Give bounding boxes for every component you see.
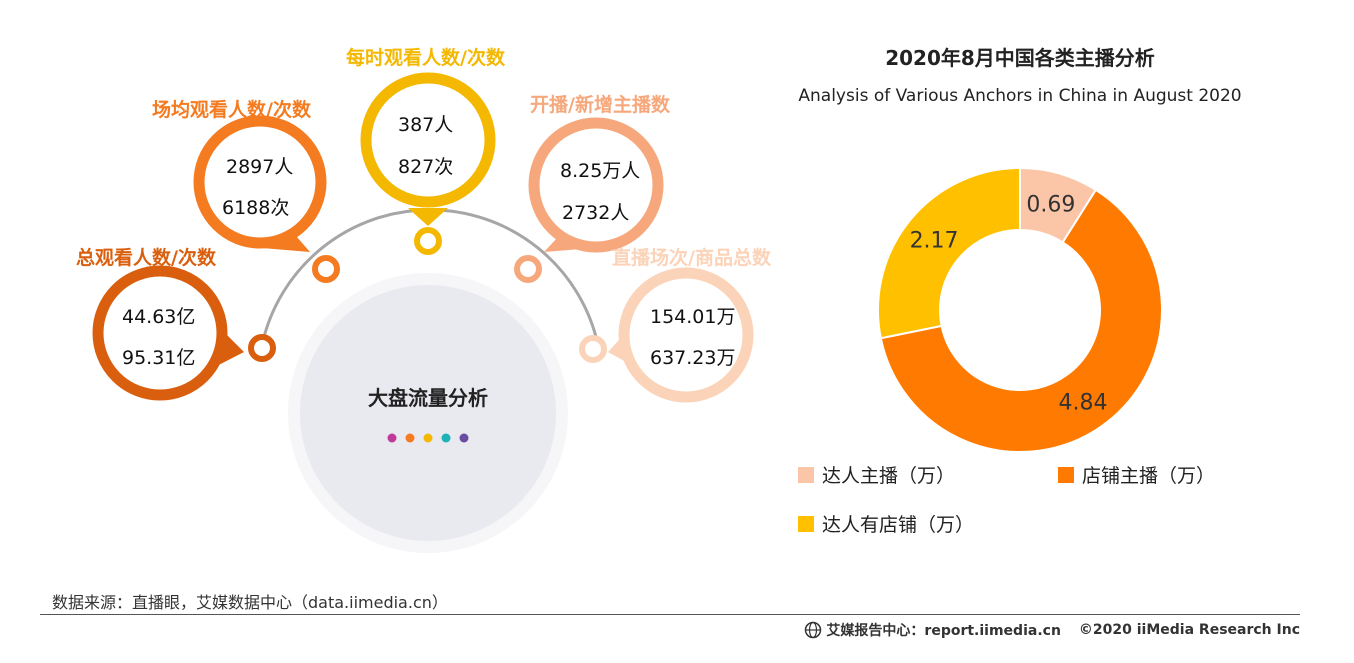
value-products: 637.23万 — [650, 347, 736, 369]
node-ring — [414, 227, 442, 255]
label-avg-views: 场均观看人数/次数 — [152, 99, 311, 121]
slice-data-label: 2.17 — [910, 229, 959, 254]
node-ring — [514, 255, 542, 283]
value-new-anchors: 2732人 — [562, 202, 630, 224]
node-ring — [579, 335, 607, 363]
legend-label: 店铺主播（万） — [1082, 465, 1216, 487]
value-live-sessions: 154.01万 — [650, 306, 736, 328]
donut-chart: 0.69 4.84 2.17 — [877, 166, 1163, 453]
node-ring — [248, 334, 276, 362]
legend-swatch — [1058, 466, 1074, 483]
bubble-hourly-views — [360, 72, 496, 255]
label-new-anchors: 开播/新增主播数 — [530, 94, 670, 116]
value-hourly-views: 827次 — [398, 156, 454, 178]
footer-credits: 艾媒报告中心：report.iimedia.cn ©2020 iiMedia R… — [804, 620, 1300, 640]
value-avg-viewers: 2897人 — [226, 156, 294, 178]
chart-title: 2020年8月中国各类主播分析 — [885, 46, 1155, 70]
bubble-avg-views — [193, 115, 340, 283]
globe-icon — [805, 621, 822, 639]
legend-swatch — [798, 515, 814, 532]
slice-data-label: 4.84 — [1059, 390, 1108, 415]
label-hourly-views: 每时观看人数/次数 — [346, 47, 505, 69]
value-avg-views: 6188次 — [222, 197, 290, 219]
decorative-dots — [387, 433, 469, 443]
decorative-dot — [405, 433, 415, 443]
bubble-total-views — [92, 265, 276, 401]
decorative-dot — [459, 433, 469, 443]
decorative-dot — [423, 433, 433, 443]
value-hourly-viewers: 387人 — [398, 114, 454, 136]
legend-item-influencer-with-store: 达人有店铺（万） — [798, 510, 974, 537]
footer-divider — [40, 614, 1300, 615]
decorative-dot — [387, 433, 397, 443]
slice-data-label: 0.69 — [1026, 192, 1075, 217]
copyright: ©2020 iiMedia Research Inc — [1078, 622, 1300, 638]
legend-label: 达人主播（万） — [822, 465, 956, 487]
report-center-link[interactable]: 艾媒报告中心：report.iimedia.cn — [826, 623, 1061, 639]
bubble-live-sessions — [579, 267, 754, 403]
label-total-views: 总观看人数/次数 — [76, 247, 216, 269]
chart-subtitle: Analysis of Various Anchors in China in … — [798, 86, 1242, 106]
bubble-new-anchors — [514, 117, 664, 283]
infographic-graphic — [92, 72, 754, 541]
donut-slice — [877, 166, 1021, 340]
donut-slice — [879, 188, 1163, 453]
legend-swatch — [798, 466, 814, 483]
legend-item-store: 店铺主播（万） — [1058, 461, 1215, 488]
center-label: 大盘流量分析 — [368, 386, 488, 410]
value-live-anchors: 8.25万人 — [560, 160, 641, 182]
label-live-sessions: 直播场次/商品总数 — [612, 247, 771, 269]
decorative-dot — [441, 433, 451, 443]
value-total-views: 95.31亿 — [122, 347, 196, 369]
data-source: 数据来源：直播眼，艾媒数据中心（data.iimedia.cn） — [52, 593, 448, 612]
legend-item-influencer: 达人主播（万） — [798, 461, 955, 488]
legend-label: 达人有店铺（万） — [822, 514, 975, 536]
node-ring — [312, 255, 340, 283]
value-total-viewers: 44.63亿 — [122, 306, 196, 328]
center-circle — [300, 285, 556, 541]
